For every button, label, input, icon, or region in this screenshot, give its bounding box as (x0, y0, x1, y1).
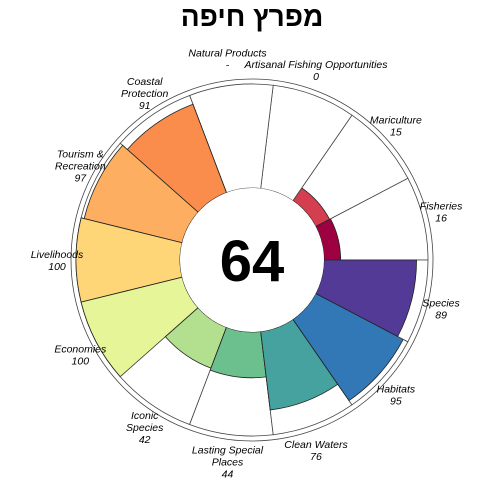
outer-ring (70, 78, 434, 442)
label-text-coastal-protection: Protection (121, 88, 168, 100)
label-text-economies: Economies (54, 343, 107, 355)
label-text-lasting-special-places: Lasting Special (192, 445, 264, 457)
chart-title: מפרץ חיפה (181, 1, 324, 32)
label-value-species: 89 (435, 310, 447, 322)
label-text-clean-waters: Clean Waters (284, 439, 348, 451)
label-value-lasting-special-places: 44 (222, 469, 234, 481)
label-value-coastal-protection: 91 (139, 100, 151, 112)
center-circle (180, 188, 324, 332)
label-text-tourism-recreation: Tourism & (57, 149, 104, 161)
label-value-tourism-recreation: 97 (74, 173, 87, 185)
label-text-natural-products: Natural Products (188, 48, 267, 60)
label-text-iconic-species: Species (126, 422, 164, 434)
label-value-economies: 100 (72, 355, 90, 367)
outer-ring-circle (70, 78, 434, 442)
label-value-habitats: 95 (390, 396, 402, 408)
label-value-mariculture: 15 (390, 126, 402, 138)
label-value-iconic-species: 42 (139, 434, 151, 446)
label-text-iconic-species: Iconic (131, 410, 159, 422)
label-text-fisheries: Fisheries (420, 200, 463, 212)
label-natural-products: Natural Products- (188, 48, 267, 72)
label-text-mariculture: Mariculture (370, 114, 422, 126)
label-text-lasting-special-places: Places (212, 457, 244, 469)
center-score: 64 (220, 229, 285, 294)
label-text-species: Species (422, 298, 460, 310)
label-value-clean-waters: 76 (310, 451, 322, 463)
label-value-natural-products: - (226, 60, 230, 72)
petals-layer (75, 83, 429, 437)
label-text-tourism-recreation: Recreation (55, 161, 106, 173)
label-text-artisanal-fishing-opportunities: Artisanal Fishing Opportunities (244, 59, 389, 71)
label-value-livelihoods: 100 (48, 261, 66, 273)
label-value-artisanal-fishing-opportunities: 0 (313, 71, 319, 83)
label-text-coastal-protection: Coastal (127, 76, 163, 88)
label-value-fisheries: 16 (435, 212, 447, 224)
label-text-habitats: Habitats (377, 384, 416, 396)
label-text-livelihoods: Livelihoods (31, 249, 84, 261)
